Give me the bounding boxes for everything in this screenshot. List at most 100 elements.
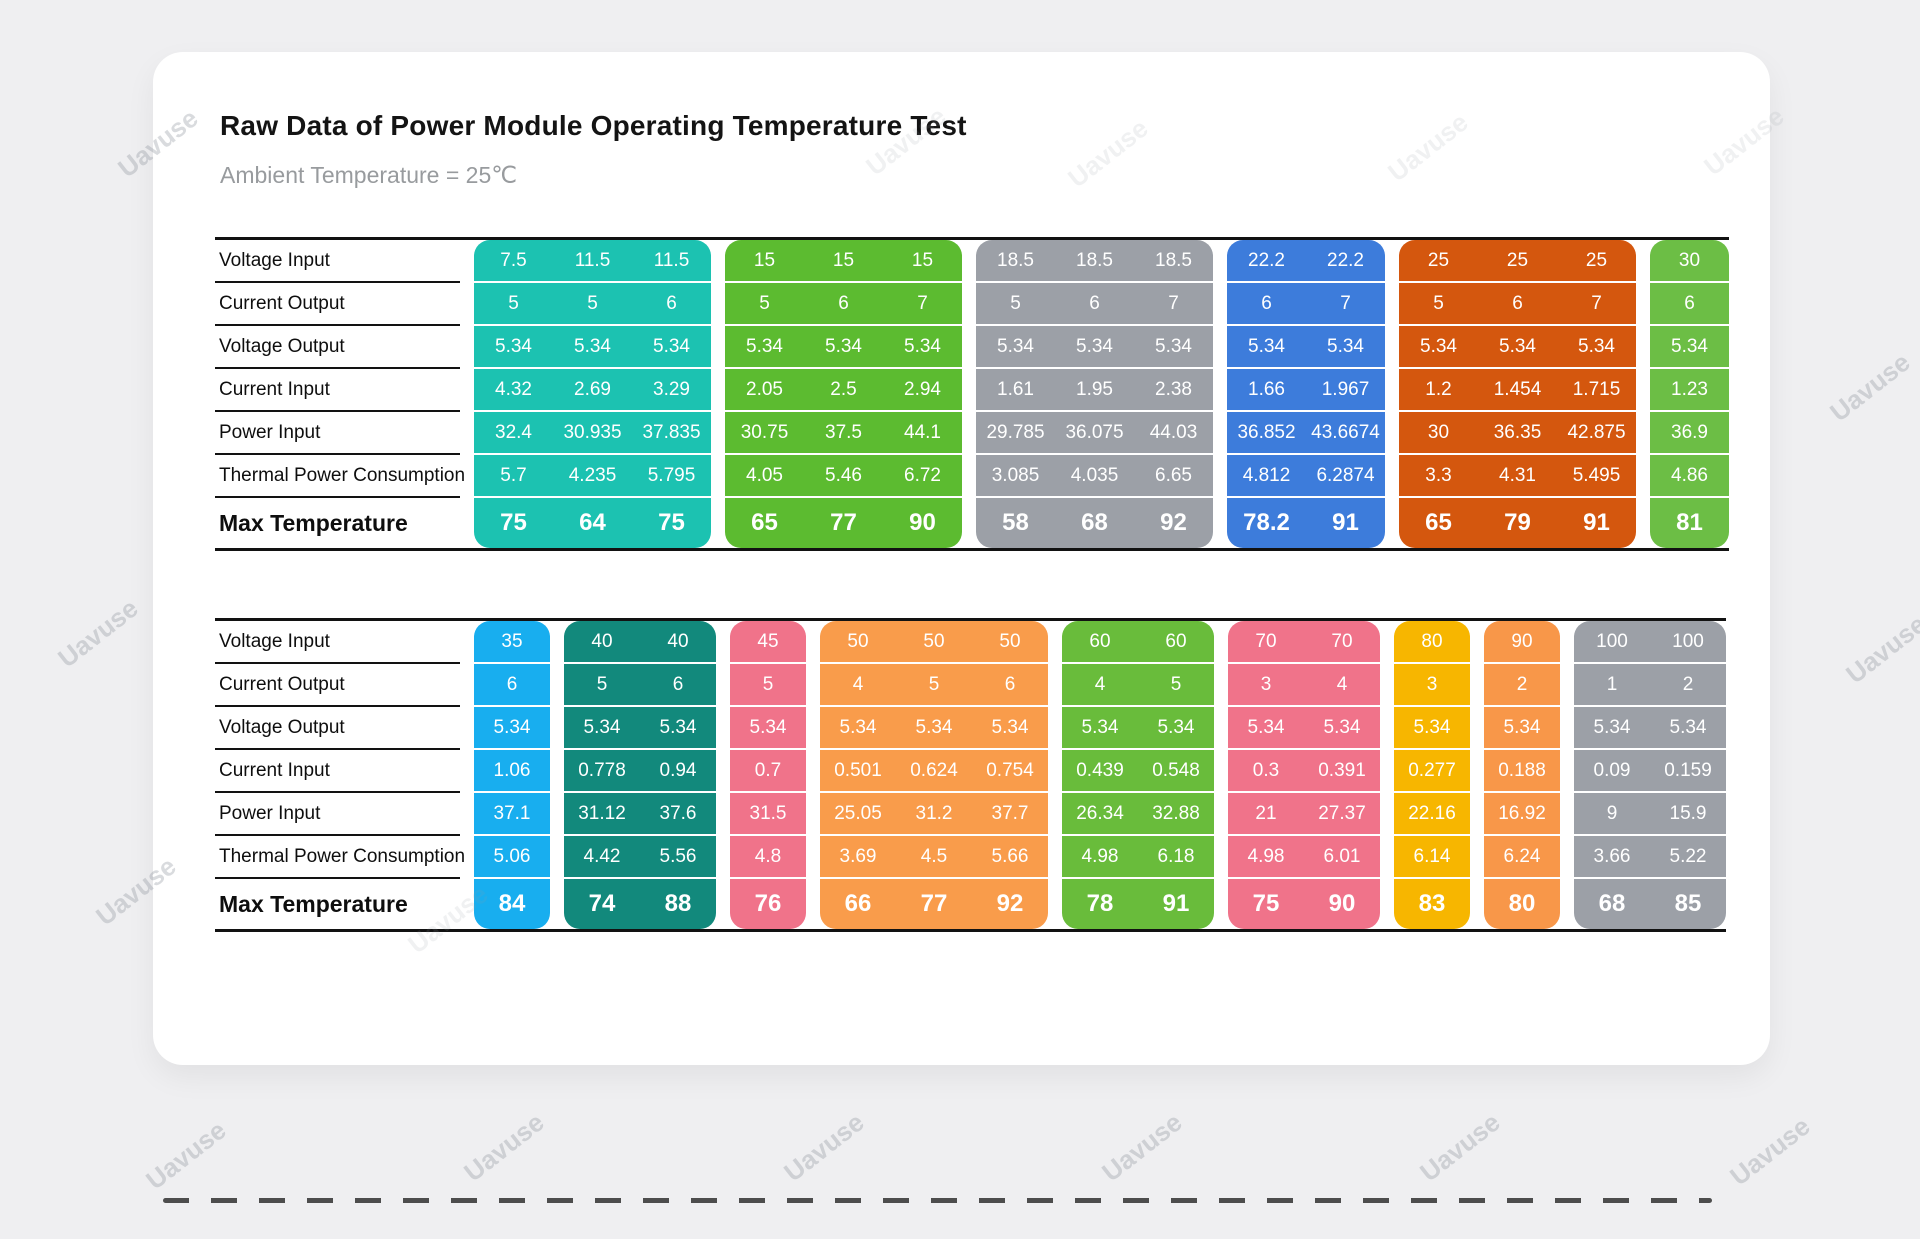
value-row: 0.09 0.159 bbox=[1574, 750, 1726, 791]
value-row: 2.05 2.5 2.94 bbox=[725, 369, 962, 410]
column-group-90v: 90 2 5.34 0.188 16.92 6.24 80 bbox=[1484, 621, 1560, 929]
value-row: 5 6 7 bbox=[1399, 283, 1636, 324]
cell-value: 80 bbox=[1508, 890, 1536, 917]
row-label: Current Input bbox=[215, 750, 460, 793]
cell-value: 15.9 bbox=[1669, 802, 1707, 824]
column-group-30v: 30 6 5.34 1.23 36.9 4.86 81 bbox=[1650, 240, 1729, 548]
cell-value: 3.3 bbox=[1425, 464, 1452, 486]
cell-value: 5.34 bbox=[1248, 335, 1285, 357]
value-row: 1.66 1.967 bbox=[1227, 369, 1385, 410]
cell-value: 91 bbox=[1583, 509, 1610, 536]
cell-value: 77 bbox=[920, 890, 948, 917]
cell-value: 11.5 bbox=[574, 249, 611, 271]
cell-value: 1.61 bbox=[997, 378, 1034, 400]
cell-value: 0.7 bbox=[754, 759, 782, 781]
column-group-100v: 100 100 1 2 5.34 5.34 0.09 0.159 9 15.9 3.66 5.22 68… bbox=[1574, 621, 1726, 929]
cell-value: 2.69 bbox=[574, 378, 611, 400]
cell-value: 4.812 bbox=[1242, 464, 1291, 486]
cell-value: 75 bbox=[658, 509, 685, 536]
cell-value: 5.56 bbox=[659, 845, 697, 867]
cell-value: 6 bbox=[838, 292, 849, 314]
value-row: 1.23 bbox=[1650, 369, 1729, 410]
watermark: Uavuse bbox=[52, 592, 144, 674]
cell-value: 22.2 bbox=[1327, 249, 1364, 271]
cell-value: 44.1 bbox=[904, 421, 941, 443]
cell-value: 5.22 bbox=[1669, 845, 1707, 867]
cell-value: 5 bbox=[1433, 292, 1444, 314]
cell-value: 7 bbox=[1340, 292, 1351, 314]
value-row: 16.92 bbox=[1484, 793, 1560, 834]
cell-value: 18.5 bbox=[997, 249, 1034, 271]
cell-value: 5.495 bbox=[1572, 464, 1621, 486]
cell-value: 5.34 bbox=[574, 335, 611, 357]
value-row: 5.34 bbox=[730, 707, 806, 748]
cell-value: 1.715 bbox=[1572, 378, 1621, 400]
row-label-column: Voltage Input Current Output Voltage Outpu… bbox=[215, 240, 465, 548]
column-group-40v: 40 40 5 6 5.34 5.34 0.778 0.94 31.12 37.6 4.42 5.56… bbox=[564, 621, 716, 929]
cell-value: 7 bbox=[1591, 292, 1602, 314]
cell-value: 92 bbox=[1160, 509, 1187, 536]
cell-value: 85 bbox=[1674, 890, 1702, 917]
watermark: Uavuse bbox=[458, 1106, 550, 1188]
value-row: 5.06 bbox=[474, 836, 550, 877]
cell-value: 90 bbox=[1511, 630, 1533, 652]
cell-value: 37.835 bbox=[642, 421, 701, 443]
value-row: 5.34 5.34 bbox=[564, 707, 716, 748]
row-label: Thermal Power Consumption bbox=[215, 455, 465, 498]
cell-value: 36.9 bbox=[1671, 421, 1708, 443]
cell-value: 5 bbox=[587, 292, 598, 314]
value-row: 21 27.37 bbox=[1228, 793, 1380, 834]
cell-value: 7 bbox=[1168, 292, 1179, 314]
value-row: 5.34 5.34 bbox=[1062, 707, 1214, 748]
row-label: Voltage Input bbox=[215, 621, 460, 664]
cell-value: 68 bbox=[1598, 890, 1626, 917]
cell-value: 6 bbox=[1684, 292, 1695, 314]
cell-value: 75 bbox=[500, 509, 527, 536]
cell-value: 74 bbox=[588, 890, 616, 917]
value-row: 4.05 5.46 6.72 bbox=[725, 455, 962, 496]
cell-value: 5.34 bbox=[1503, 716, 1541, 738]
cell-value: 5.34 bbox=[1081, 716, 1119, 738]
cell-value: 1.967 bbox=[1321, 378, 1370, 400]
cell-value: 100 bbox=[1672, 630, 1704, 652]
cell-value: 6.14 bbox=[1413, 845, 1451, 867]
cell-value: 37.7 bbox=[991, 802, 1029, 824]
cell-value: 4.035 bbox=[1070, 464, 1119, 486]
value-row: 75 90 bbox=[1228, 879, 1380, 929]
cell-value: 5 bbox=[928, 673, 940, 695]
row-label-column: Voltage Input Current Output Voltage Outpu… bbox=[215, 621, 465, 929]
value-row: 5.34 5.34 5.34 bbox=[820, 707, 1048, 748]
value-row: 5 5 6 bbox=[474, 283, 711, 324]
cell-value: 43.6674 bbox=[1311, 421, 1380, 443]
cell-value: 40 bbox=[591, 630, 613, 652]
value-row: 5.34 bbox=[474, 707, 550, 748]
cell-value: 7 bbox=[917, 292, 928, 314]
value-row: 83 bbox=[1394, 879, 1470, 929]
cell-value: 25 bbox=[1506, 249, 1529, 271]
column-group-25v: 25 25 25 5 6 7 5.34 5.34 5.34 1.2 1.454 1.715 30 36.3… bbox=[1399, 240, 1636, 548]
cell-value: 5.34 bbox=[1076, 335, 1113, 357]
value-row: 5 6 7 bbox=[725, 283, 962, 324]
value-row: 78.2 91 bbox=[1227, 498, 1385, 548]
cell-value: 16.92 bbox=[1498, 802, 1546, 824]
cell-value: 2 bbox=[1516, 673, 1528, 695]
cell-value: 5.34 bbox=[904, 335, 941, 357]
cell-value: 5.795 bbox=[647, 464, 696, 486]
row-label: Current Output bbox=[215, 664, 460, 707]
column-group-7.5v: 7.5 11.5 11.5 5 5 6 5.34 5.34 5.34 4.32 2.69 3.29 32… bbox=[474, 240, 711, 548]
cell-value: 30.75 bbox=[740, 421, 789, 443]
cell-value: 1.66 bbox=[1248, 378, 1285, 400]
cell-value: 4.98 bbox=[1247, 845, 1285, 867]
value-row: 1.61 1.95 2.38 bbox=[976, 369, 1213, 410]
value-row: 9 15.9 bbox=[1574, 793, 1726, 834]
cell-value: 5 bbox=[759, 292, 770, 314]
cell-value: 25 bbox=[1585, 249, 1608, 271]
cell-value: 2.94 bbox=[904, 378, 941, 400]
value-row: 0.188 bbox=[1484, 750, 1560, 791]
cell-value: 6 bbox=[1512, 292, 1523, 314]
cell-value: 4.8 bbox=[754, 845, 782, 867]
cell-value: 36.852 bbox=[1237, 421, 1296, 443]
cell-value: 6.18 bbox=[1157, 845, 1195, 867]
cell-value: 0.754 bbox=[986, 759, 1034, 781]
cell-value: 30 bbox=[1427, 421, 1450, 443]
